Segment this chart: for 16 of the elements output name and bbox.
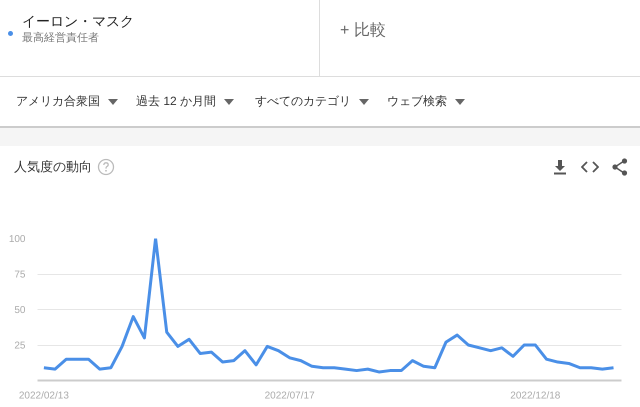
x-tick-label: 2022/07/17 bbox=[264, 390, 316, 402]
chart-title: 人気度の動向 bbox=[14, 158, 92, 176]
text: イーロン・マスク bbox=[22, 12, 134, 31]
x-tick-label: 2022/12/18 bbox=[510, 390, 561, 402]
x-tick-label: 2022/02/13 bbox=[18, 390, 70, 402]
text: すべてのカテゴリ bbox=[255, 93, 352, 110]
y-tick-label: 25 bbox=[14, 340, 26, 352]
y-tick-label: 50 bbox=[14, 305, 26, 316]
text: 過去 12 か月間 bbox=[136, 93, 218, 110]
text: + 比較 bbox=[340, 20, 386, 41]
text: 最高経営責任者 bbox=[22, 31, 99, 46]
text: ウェブ検索 bbox=[387, 93, 448, 110]
y-tick-label: 75 bbox=[14, 270, 26, 280]
line-series bbox=[42, 238, 616, 374]
text: アメリカ合衆国 bbox=[16, 93, 101, 110]
y-tick-label: 100 bbox=[8, 234, 26, 245]
